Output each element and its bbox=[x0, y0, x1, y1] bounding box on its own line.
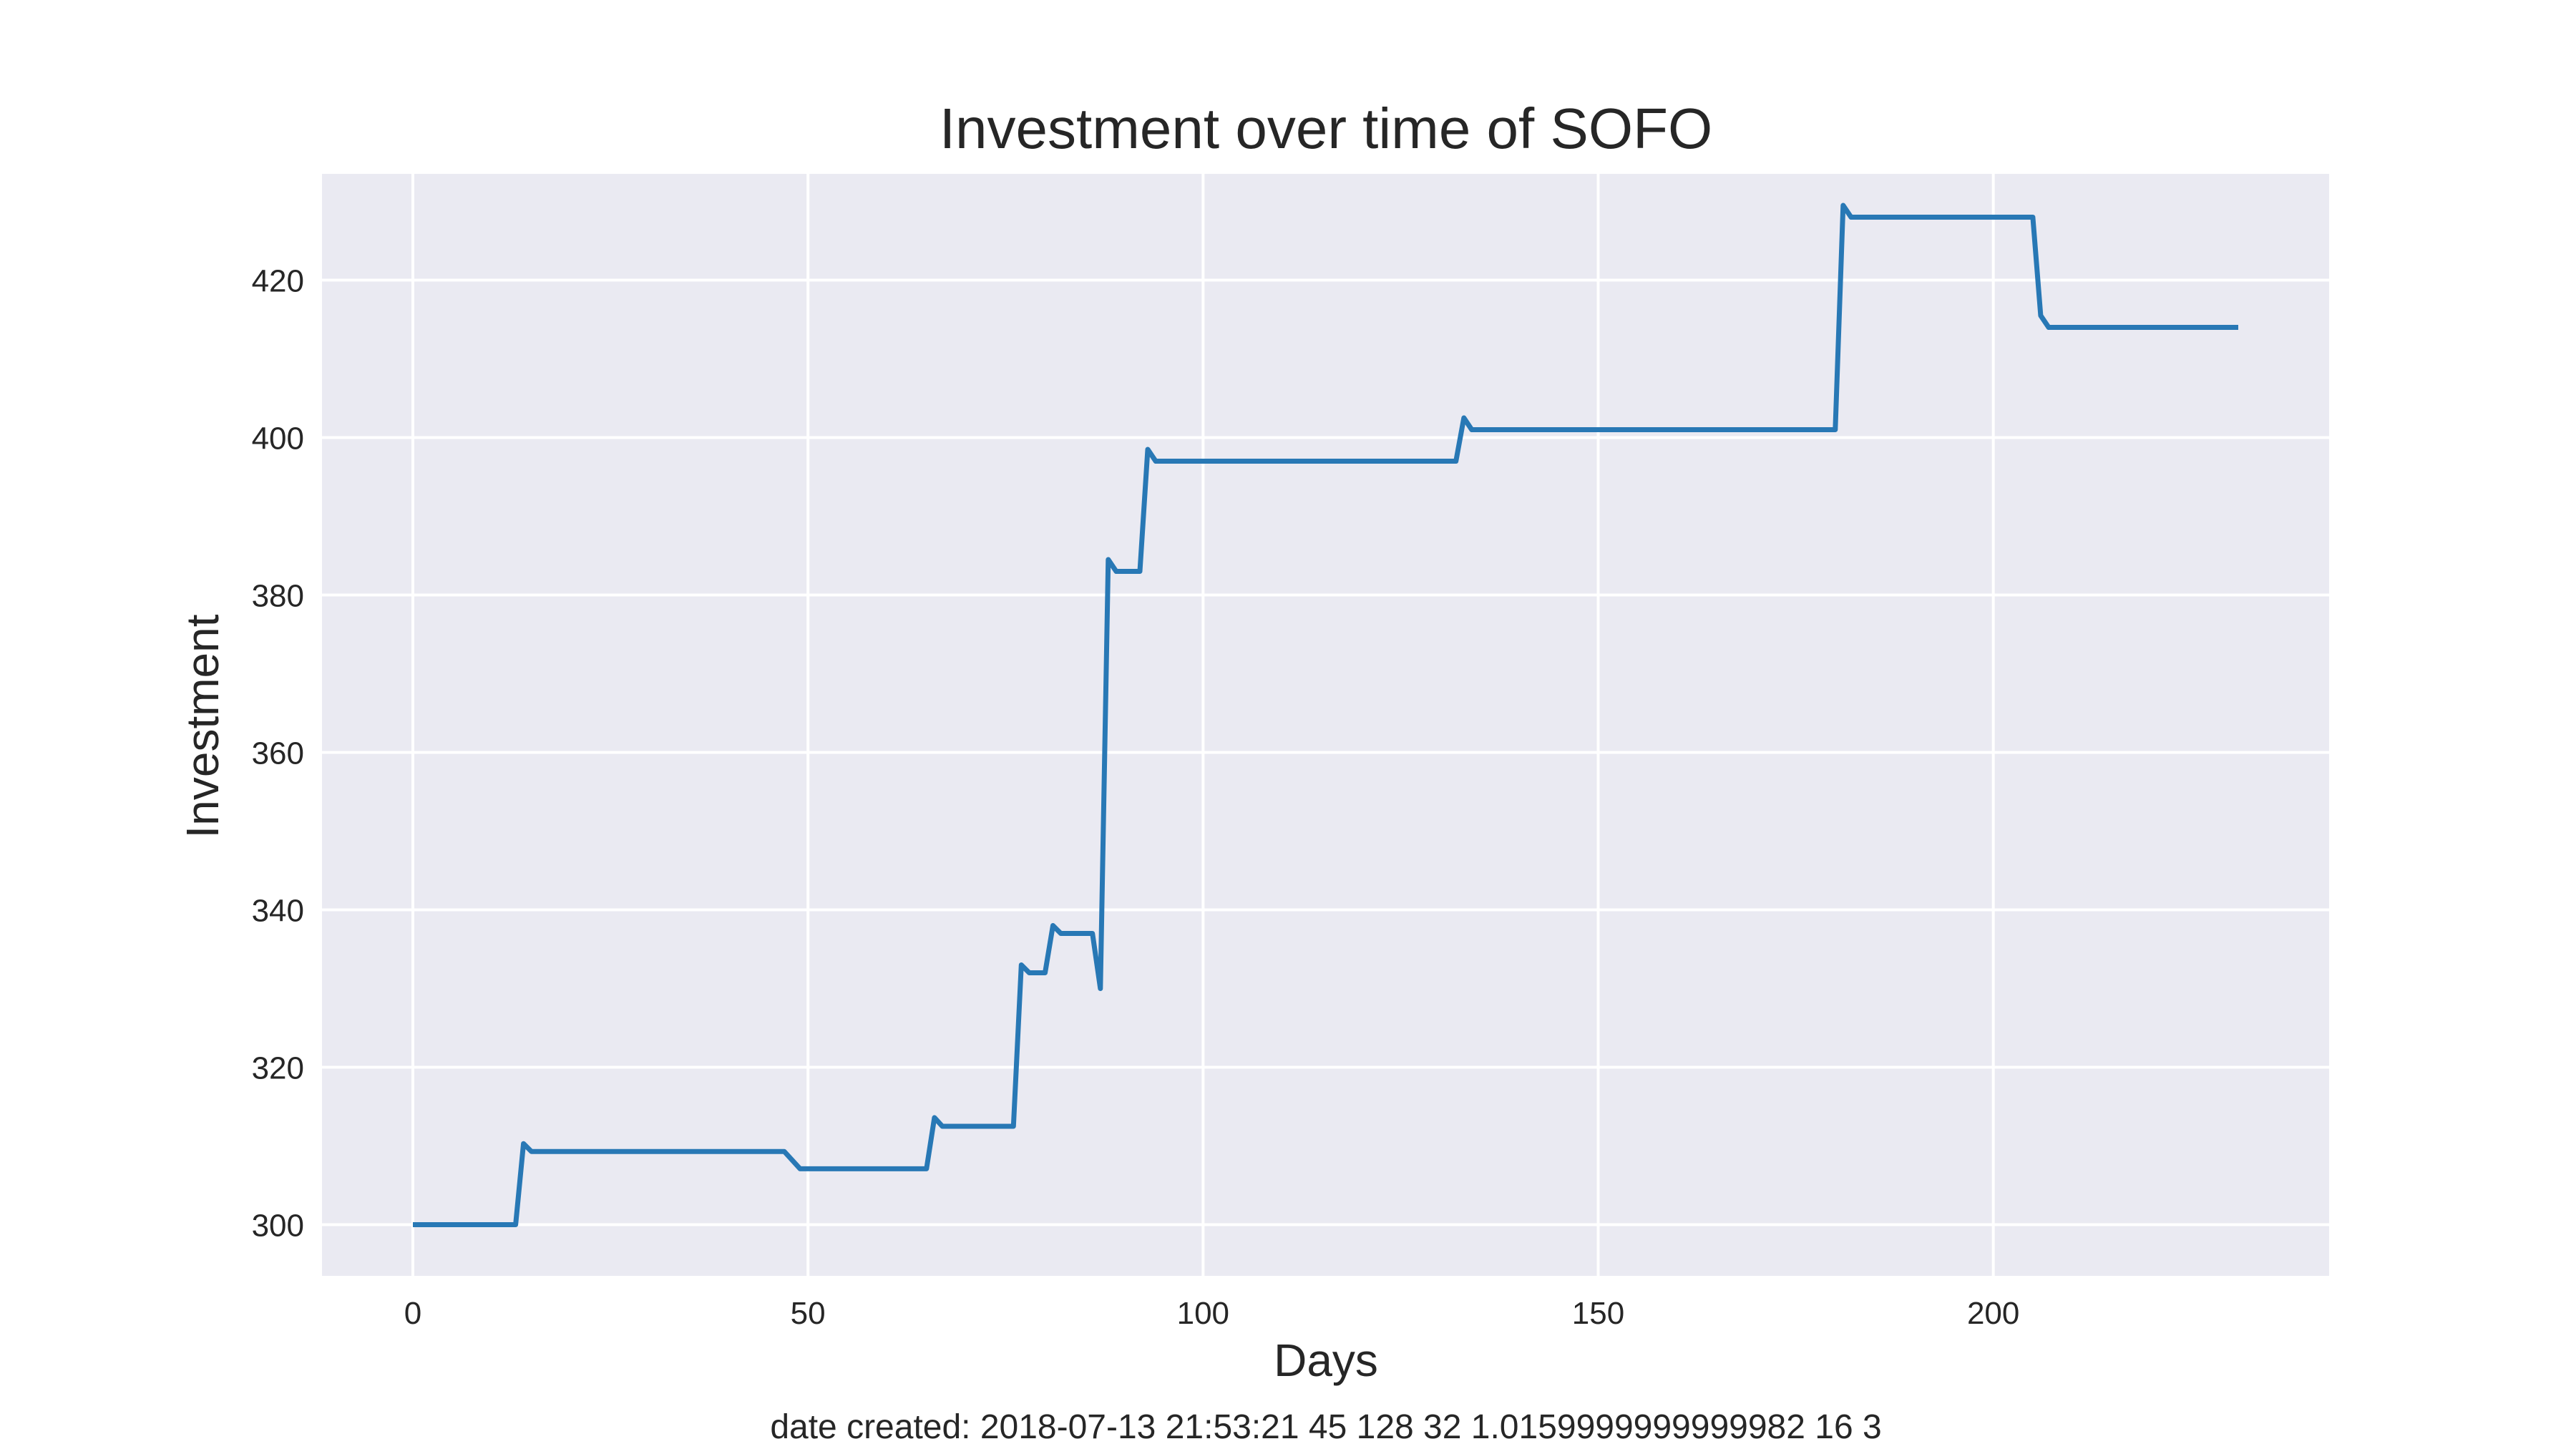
x-tick-label: 100 bbox=[1177, 1296, 1229, 1331]
y-tick-label: 400 bbox=[252, 421, 304, 457]
y-tick-label: 360 bbox=[252, 736, 304, 771]
series-layer bbox=[413, 203, 2238, 1227]
x-tick-label: 0 bbox=[404, 1296, 421, 1331]
investment-series-line bbox=[413, 203, 2238, 1227]
y-tick-label: 300 bbox=[252, 1209, 304, 1244]
x-grid-lines bbox=[411, 174, 1995, 1276]
chart-title: Investment over time of SOFO bbox=[940, 97, 1712, 160]
y-axis-label: Investment bbox=[177, 614, 228, 838]
x-axis-label: Days bbox=[1274, 1335, 1378, 1386]
y-tick-label: 320 bbox=[252, 1051, 304, 1086]
date-created-caption: date created: 2018-07-13 21:53:21 45 128… bbox=[770, 1408, 1881, 1446]
x-tick-label: 200 bbox=[1967, 1296, 2019, 1331]
y-grid-lines bbox=[322, 278, 2329, 1226]
y-tick-label: 340 bbox=[252, 894, 304, 929]
y-tick-label: 420 bbox=[252, 264, 304, 299]
x-tick-label: 150 bbox=[1572, 1296, 1624, 1331]
plot-area bbox=[322, 174, 2329, 1276]
x-tick-labels: 0 50 100 150 200 bbox=[404, 1296, 2020, 1331]
y-tick-labels: 300 320 340 360 380 400 420 bbox=[252, 264, 304, 1244]
y-tick-label: 380 bbox=[252, 579, 304, 614]
x-tick-label: 50 bbox=[791, 1296, 826, 1331]
